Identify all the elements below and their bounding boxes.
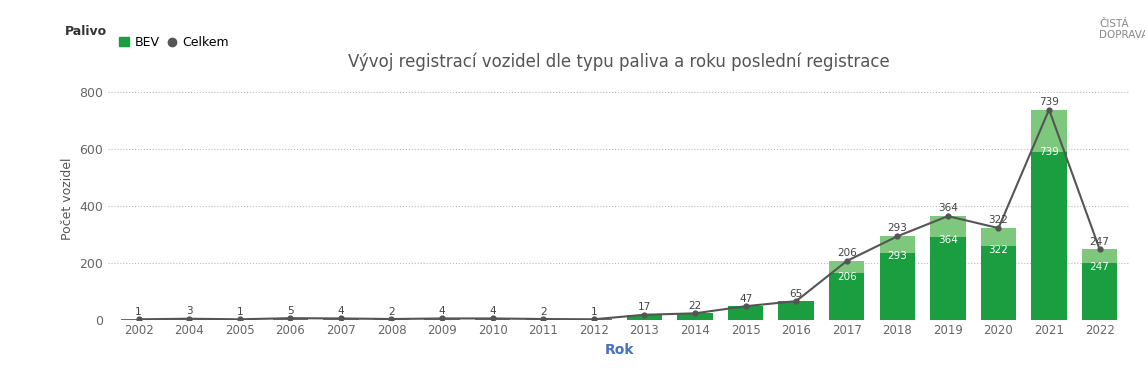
- Text: 293: 293: [887, 224, 907, 234]
- Text: 739: 739: [1040, 97, 1059, 107]
- Text: 3: 3: [185, 307, 192, 317]
- Text: 364: 364: [938, 235, 958, 245]
- Bar: [475, 318, 511, 320]
- Bar: [273, 318, 308, 320]
- Text: ČISTÁ
DOPRAVA: ČISTÁ DOPRAVA: [1099, 19, 1145, 40]
- Bar: [1032, 110, 1067, 151]
- Text: 247: 247: [1090, 237, 1110, 247]
- Bar: [930, 237, 965, 320]
- Text: 2: 2: [540, 307, 546, 317]
- Text: 1: 1: [135, 307, 142, 317]
- Text: 364: 364: [938, 203, 958, 213]
- Legend: BEV, Celkem: BEV, Celkem: [114, 31, 234, 54]
- Bar: [1082, 249, 1118, 263]
- Bar: [728, 306, 764, 320]
- Bar: [678, 313, 712, 320]
- Text: 4: 4: [489, 306, 496, 316]
- Text: 4: 4: [439, 306, 445, 316]
- Bar: [1082, 263, 1118, 320]
- Text: 293: 293: [887, 251, 907, 261]
- Text: 247: 247: [1090, 262, 1110, 272]
- Bar: [425, 318, 460, 320]
- Bar: [323, 318, 358, 320]
- Bar: [829, 261, 864, 273]
- Bar: [879, 253, 915, 320]
- Text: 2: 2: [388, 307, 395, 317]
- Bar: [1032, 151, 1067, 320]
- Bar: [373, 319, 409, 320]
- Text: 206: 206: [837, 272, 856, 282]
- Text: 206: 206: [837, 248, 856, 258]
- Text: 4: 4: [338, 306, 345, 316]
- Text: 47: 47: [739, 294, 752, 304]
- Text: 1: 1: [236, 307, 243, 317]
- Title: Vývoj registrací vozidel dle typu paliva a roku poslední registrace: Vývoj registrací vozidel dle typu paliva…: [348, 52, 890, 71]
- Text: 17: 17: [638, 302, 652, 312]
- Text: 5: 5: [287, 306, 293, 316]
- Bar: [779, 301, 814, 320]
- Bar: [981, 246, 1016, 320]
- Text: 65: 65: [790, 289, 803, 299]
- Y-axis label: Počet vozidel: Počet vozidel: [61, 158, 73, 240]
- Text: 322: 322: [988, 244, 1009, 254]
- X-axis label: Rok: Rok: [605, 343, 634, 357]
- Text: 322: 322: [988, 215, 1009, 225]
- Bar: [172, 319, 207, 320]
- Text: Palivo: Palivo: [65, 25, 108, 38]
- Bar: [879, 236, 915, 253]
- Text: 739: 739: [1040, 147, 1059, 157]
- Bar: [626, 315, 662, 320]
- Bar: [981, 228, 1016, 246]
- Bar: [526, 319, 561, 320]
- Text: 22: 22: [688, 301, 702, 311]
- Bar: [930, 216, 965, 237]
- Bar: [829, 273, 864, 320]
- Text: 1: 1: [591, 307, 598, 317]
